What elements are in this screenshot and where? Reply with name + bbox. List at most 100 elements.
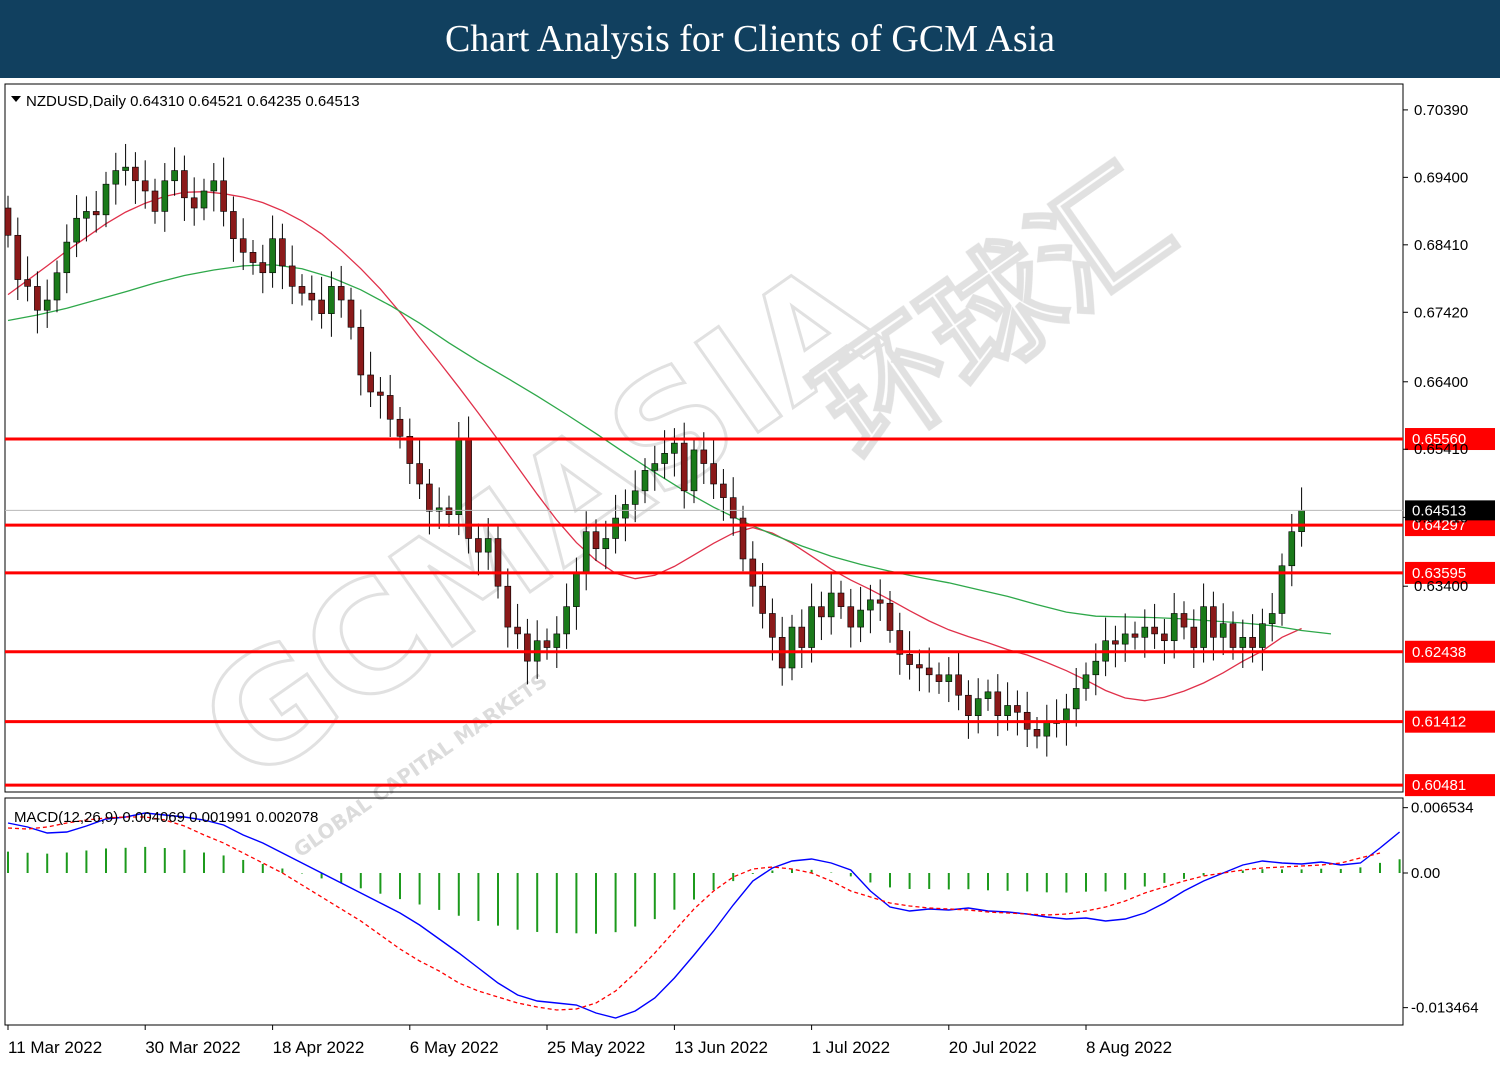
- candle-body: [308, 292, 316, 301]
- y-tick-label: 0.66400: [1414, 374, 1468, 391]
- candle-body: [1112, 640, 1119, 645]
- y-tick-label: 0.69400: [1414, 169, 1468, 186]
- candle-body: [612, 517, 619, 539]
- candle-body: [994, 691, 1002, 716]
- candle-body: [582, 531, 590, 573]
- candle-body: [14, 234, 22, 280]
- candle-body: [680, 442, 688, 492]
- current-price-label: 0.64513: [1412, 502, 1466, 519]
- candle-body: [239, 238, 247, 253]
- y-tick-label: 0.68410: [1414, 237, 1468, 254]
- level-label: 0.65560: [1412, 431, 1466, 448]
- x-tick-label: 18 Apr 2022: [273, 1038, 365, 1057]
- candle-body: [1043, 722, 1051, 737]
- y-tick-label: 0.67420: [1414, 304, 1468, 321]
- candle-body: [200, 190, 208, 209]
- macd-y-tick-label: -0.013464: [1411, 1000, 1479, 1017]
- candle-body: [837, 592, 845, 607]
- candle-body: [1072, 688, 1080, 710]
- candle-body: [445, 507, 453, 515]
- candle-body: [298, 286, 306, 294]
- candle-body: [955, 674, 962, 696]
- candle-body: [249, 252, 257, 263]
- x-tick-label: 11 Mar 2022: [8, 1038, 102, 1057]
- candle-body: [827, 592, 835, 618]
- candle-body: [1259, 623, 1266, 648]
- candle-body: [416, 463, 423, 485]
- level-label: 0.60481: [1412, 777, 1466, 794]
- candle-body: [886, 602, 894, 631]
- candle-body: [592, 531, 600, 550]
- levels: 0.65560 0.64297 0.63595 0.62438 0.61412 0.604…: [5, 428, 1495, 797]
- macd-y-tick-label: 0.006534: [1411, 800, 1474, 817]
- candle-body: [367, 374, 374, 393]
- x-tick-label: 1 Jul 2022: [812, 1038, 890, 1057]
- candle-body: [426, 483, 433, 512]
- level-label-box: [1405, 774, 1495, 797]
- x-axis: 11 Mar 2022 30 Mar 2022 18 Apr 2022 6 May 2…: [7, 1025, 1172, 1057]
- dropdown-triangle-icon[interactable]: [11, 96, 21, 102]
- candle-body: [925, 667, 933, 676]
- level-label-box: [1405, 710, 1495, 733]
- candle-body: [1151, 626, 1158, 635]
- candle-body: [1229, 623, 1237, 648]
- candle-body: [484, 538, 492, 553]
- candle-body: [631, 490, 639, 505]
- candle-body: [151, 190, 159, 212]
- candle-body: [328, 286, 335, 314]
- current-price-box: [1405, 500, 1495, 521]
- candle-body: [524, 633, 531, 662]
- signal-line: [7, 816, 1381, 1011]
- candle-body: [4, 207, 12, 236]
- x-tick-label: 13 Jun 2022: [674, 1038, 768, 1057]
- candle-body: [141, 180, 149, 192]
- candle-body: [337, 286, 345, 301]
- candle-body: [504, 585, 512, 628]
- candle-body: [1014, 705, 1021, 713]
- macd-header: MACD(12,26,9) 0.004069 0.001991 0.002078: [14, 809, 318, 826]
- level-label-box: [1405, 428, 1495, 451]
- candle-body: [573, 572, 580, 607]
- candle-body: [1278, 565, 1286, 614]
- x-tick-label: 30 Mar 2022: [145, 1038, 240, 1057]
- candle-body: [984, 691, 992, 699]
- candle-body: [1249, 637, 1256, 648]
- chart-area: GCMASIA 环球汇 GLOBAL CAPITAL MARKETS 0.655…: [0, 78, 1500, 1071]
- candle-body: [1082, 674, 1090, 689]
- candle-body: [935, 674, 943, 682]
- candle-body: [53, 272, 61, 301]
- candle-body: [494, 538, 502, 587]
- candle-body: [190, 197, 198, 209]
- candle-body: [553, 633, 561, 648]
- candle-body: [230, 211, 237, 239]
- level-label: 0.64297: [1412, 517, 1466, 534]
- candle-body: [1004, 705, 1011, 716]
- candle-body: [622, 504, 629, 519]
- candle-body: [455, 439, 463, 515]
- candle-body: [1092, 660, 1100, 676]
- candle-body: [435, 507, 443, 512]
- candle-body: [357, 326, 365, 376]
- candle-body: [34, 286, 41, 311]
- macd-panel-frame: [4, 797, 1404, 1026]
- candle-body: [386, 395, 394, 420]
- ma-slow-line: [7, 263, 1332, 635]
- candle-body: [661, 453, 668, 464]
- candle-body: [867, 599, 874, 611]
- candle-body: [1121, 633, 1129, 645]
- macd-line: [7, 812, 1401, 1019]
- candle-body: [759, 585, 766, 614]
- candle-body: [965, 694, 972, 716]
- candle-body: [602, 538, 610, 550]
- candle-body: [318, 299, 325, 314]
- y-tick-label: 0.70390: [1414, 102, 1468, 119]
- level-label-box: [1405, 561, 1495, 584]
- candles: [4, 143, 1305, 757]
- candle-body: [857, 609, 864, 628]
- candle-body: [1131, 633, 1139, 638]
- chart-header: NZDUSD,Daily 0.64310 0.64521 0.64235 0.6…: [26, 93, 360, 110]
- x-tick-label: 6 May 2022: [410, 1038, 499, 1057]
- candle-body: [259, 262, 267, 274]
- candle-body: [788, 626, 796, 669]
- candle-body: [279, 238, 286, 267]
